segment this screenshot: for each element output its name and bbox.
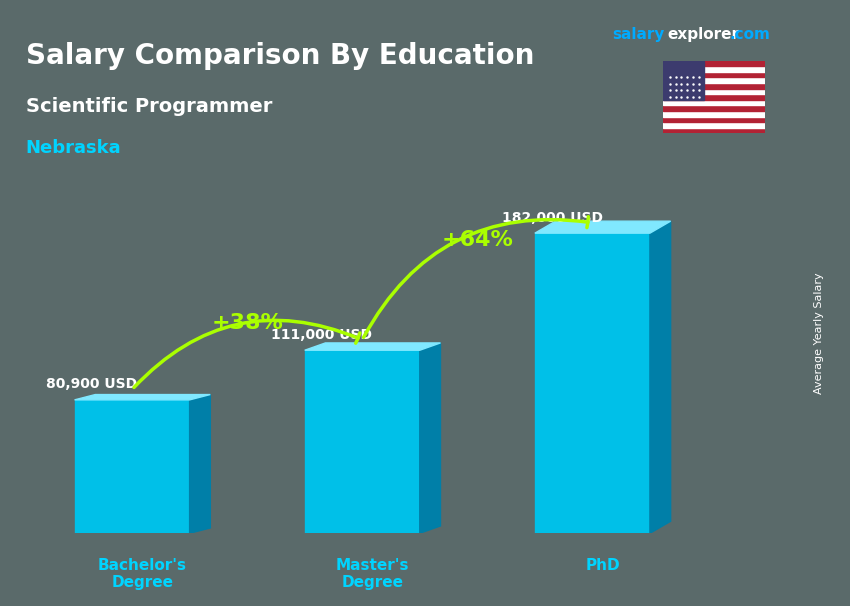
Bar [663,61,704,100]
Bar [663,94,765,100]
Polygon shape [650,221,671,533]
Polygon shape [190,395,210,533]
Bar [663,88,765,94]
Polygon shape [75,395,210,400]
Bar [663,83,765,88]
Bar [75,400,190,533]
Bar [663,61,765,66]
Text: Salary Comparison By Education: Salary Comparison By Education [26,42,534,70]
Polygon shape [535,221,671,233]
Text: 80,900 USD: 80,900 USD [46,377,138,391]
Bar [304,350,420,533]
Bar [663,100,765,105]
Text: Scientific Programmer: Scientific Programmer [26,97,272,116]
Text: 111,000 USD: 111,000 USD [271,328,372,342]
Bar [663,128,765,133]
Polygon shape [304,343,440,350]
Text: 182,000 USD: 182,000 USD [502,210,603,224]
Text: Bachelor's
Degree: Bachelor's Degree [98,558,187,590]
Text: +38%: +38% [211,313,283,333]
Bar [663,122,765,128]
Text: Average Yearly Salary: Average Yearly Salary [814,273,824,394]
Text: Nebraska: Nebraska [26,139,121,158]
Polygon shape [420,343,440,533]
Bar [663,105,765,111]
Text: explorer: explorer [667,27,740,42]
Bar [663,78,765,83]
Text: Master's
Degree: Master's Degree [336,558,410,590]
Text: .com: .com [729,27,770,42]
Bar [663,66,765,72]
Text: salary: salary [612,27,665,42]
Text: +64%: +64% [441,230,513,250]
Bar [663,116,765,122]
Bar [535,233,650,533]
Text: PhD: PhD [586,558,620,573]
Bar [663,72,765,78]
Bar [663,111,765,116]
